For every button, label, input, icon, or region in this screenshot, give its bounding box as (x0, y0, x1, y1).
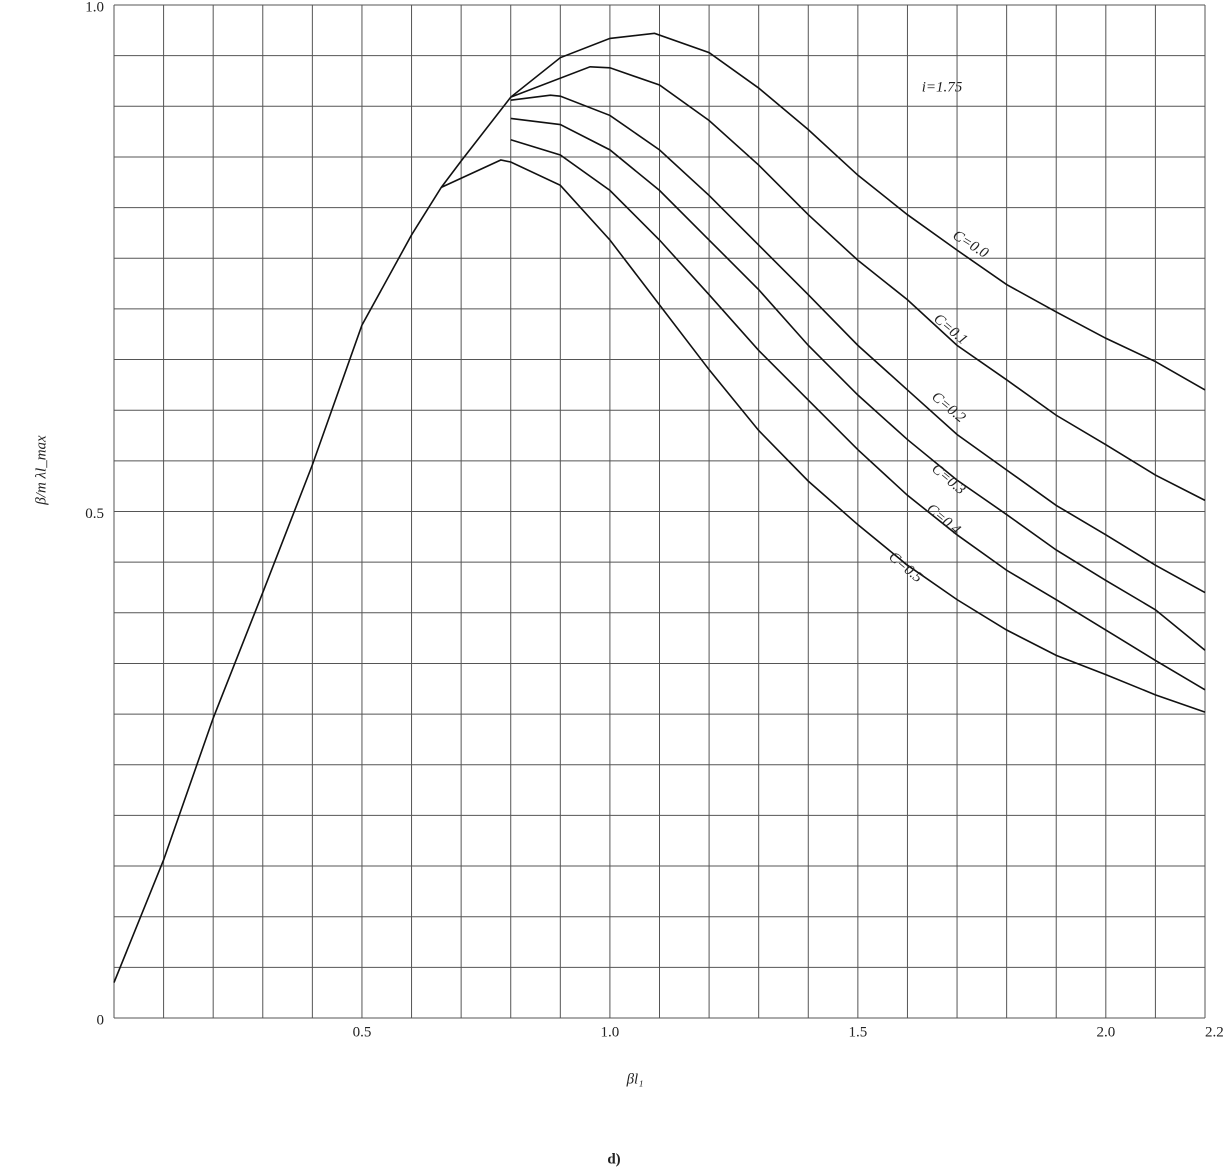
curve (113, 32, 1206, 983)
x-tick-label: 1.5 (848, 1024, 867, 1040)
series-label: C=0.4 (923, 501, 963, 539)
curve (510, 138, 1206, 691)
caption: d) (607, 1151, 620, 1167)
series-label: C=0.0 (950, 227, 992, 261)
curve (510, 94, 1206, 594)
x-tick-label: 0.5 (353, 1024, 372, 1040)
series-label: C=0.2 (928, 389, 968, 427)
y-axis-label: β/m λl_max (33, 435, 49, 506)
series-label: C=0.1 (930, 311, 970, 348)
x-tick-label: 2.0 (1096, 1024, 1115, 1040)
y-tick-label: 0 (97, 1012, 105, 1028)
annotation: i=1.75 (922, 79, 963, 95)
curve (440, 159, 1206, 713)
x-tick-label: 1.0 (601, 1024, 620, 1040)
y-tick-label: 1.0 (85, 0, 104, 15)
x-axis-label: βl₁ (626, 1071, 644, 1087)
curve (510, 117, 1206, 651)
series-label: C=0.3 (928, 461, 968, 498)
x-tick-label: 2.2 (1205, 1024, 1224, 1040)
series-label: C=0.5 (885, 549, 925, 587)
curve (510, 65, 1206, 502)
y-tick-label: 0.5 (85, 506, 104, 522)
